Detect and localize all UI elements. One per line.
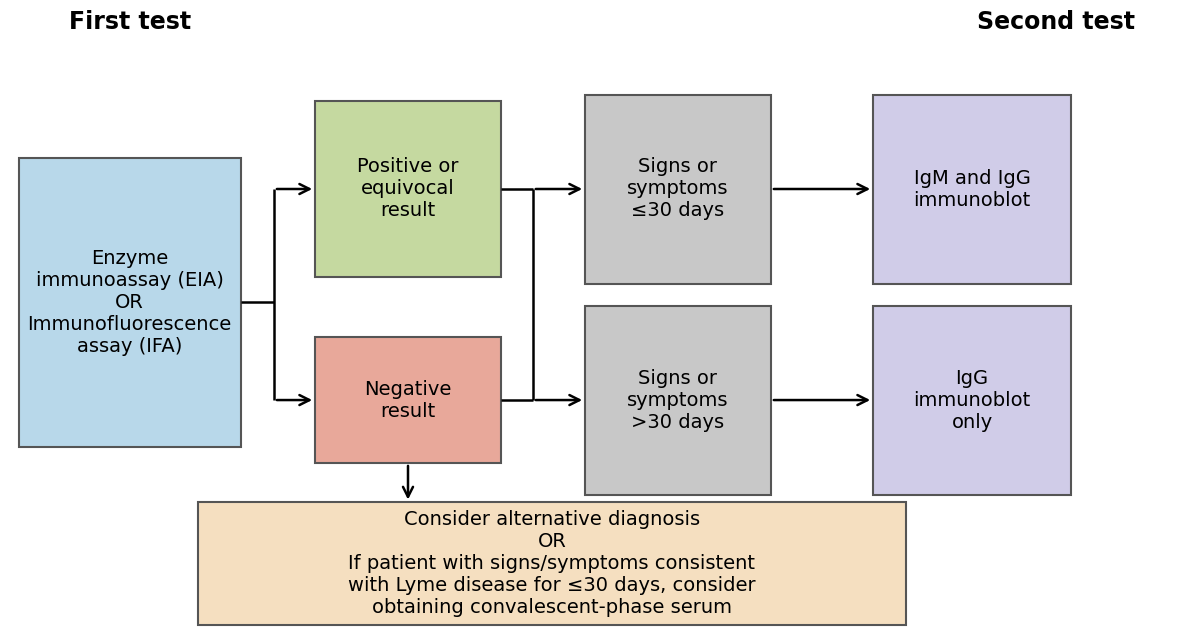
FancyBboxPatch shape xyxy=(314,101,502,277)
FancyBboxPatch shape xyxy=(584,306,772,495)
FancyBboxPatch shape xyxy=(19,158,241,447)
FancyBboxPatch shape xyxy=(874,306,1072,495)
Text: IgG
immunoblot
only: IgG immunoblot only xyxy=(913,369,1031,432)
FancyBboxPatch shape xyxy=(314,337,502,463)
Text: Signs or
symptoms
>30 days: Signs or symptoms >30 days xyxy=(628,369,728,432)
Text: Second test: Second test xyxy=(977,10,1135,34)
Text: Signs or
symptoms
≤30 days: Signs or symptoms ≤30 days xyxy=(628,158,728,220)
Text: Consider alternative diagnosis
OR
If patient with signs/symptoms consistent
with: Consider alternative diagnosis OR If pat… xyxy=(348,510,756,617)
Text: IgM and IgG
immunoblot: IgM and IgG immunoblot xyxy=(913,168,1031,210)
FancyBboxPatch shape xyxy=(198,503,906,625)
Text: Positive or
equivocal
result: Positive or equivocal result xyxy=(358,158,458,220)
Text: Enzyme
immunoassay (EIA)
OR
Immunofluorescence
assay (IFA): Enzyme immunoassay (EIA) OR Immunofluore… xyxy=(28,249,232,356)
FancyBboxPatch shape xyxy=(584,94,772,284)
Text: Negative
result: Negative result xyxy=(365,379,451,421)
FancyBboxPatch shape xyxy=(874,94,1072,284)
Text: First test: First test xyxy=(68,10,191,34)
